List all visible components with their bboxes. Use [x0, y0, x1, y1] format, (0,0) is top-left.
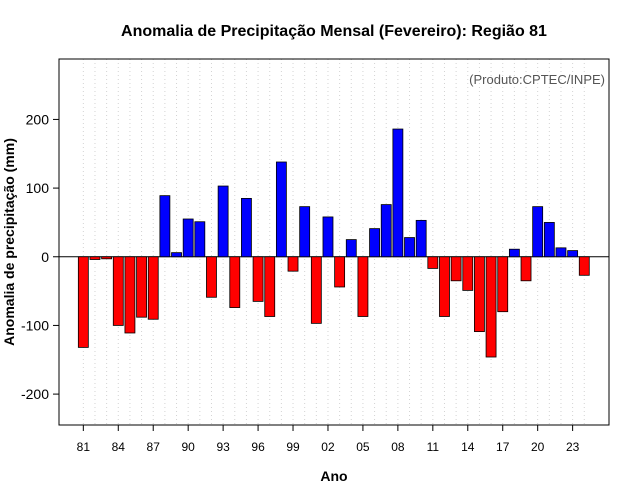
bar-1987 — [147, 256, 159, 320]
y-tick-label: -100 — [21, 317, 49, 333]
bar-1991 — [194, 221, 206, 258]
y-tick-label: 0 — [41, 249, 49, 265]
bar-1999 — [287, 256, 299, 272]
bar-2000 — [299, 206, 311, 258]
bar-1992 — [206, 256, 217, 298]
bar-2010 — [415, 219, 427, 258]
bar-series — [77, 128, 590, 358]
bar-2002 — [322, 216, 334, 258]
bar-2019 — [520, 256, 532, 282]
y-tick-label: 100 — [26, 180, 50, 196]
x-axis-label: Ano — [320, 468, 347, 484]
bar-2024 — [578, 256, 590, 276]
bar-2003 — [334, 256, 346, 288]
x-tick-label: 11 — [427, 440, 440, 454]
bar-2016 — [485, 256, 497, 358]
bar-2012 — [439, 256, 450, 317]
bar-2020 — [532, 206, 544, 258]
bar-1989 — [171, 252, 182, 258]
x-axis: 81 84 87 90 93 96 99 02 05 08 11 14 17 20 23 — [77, 425, 580, 454]
bar-2022 — [555, 247, 567, 258]
x-tick-label: 84 — [112, 440, 126, 454]
bar-1982 — [89, 256, 101, 260]
bar-2011 — [427, 256, 439, 269]
x-tick-label: 14 — [461, 440, 475, 454]
vertical-gridlines — [82, 59, 585, 425]
bar-2017 — [497, 256, 509, 313]
x-tick-label: 17 — [496, 440, 510, 454]
bar-2023 — [567, 250, 579, 258]
x-tick-label: 93 — [216, 440, 230, 454]
bar-1996 — [252, 256, 264, 302]
bar-2015 — [474, 256, 485, 333]
bar-1993 — [217, 185, 229, 258]
bar-1990 — [182, 218, 194, 258]
bar-1981 — [77, 256, 89, 348]
x-tick-label: 81 — [77, 440, 91, 454]
x-tick-label: 23 — [566, 440, 580, 454]
y-tick-label: -200 — [21, 386, 49, 402]
y-tick-label: 200 — [26, 111, 50, 127]
bar-1997 — [264, 256, 276, 317]
chart-title: Anomalia de Precipitação Mensal (Feverei… — [121, 23, 547, 40]
y-axis: -200 -100 0 100 200 — [21, 111, 59, 402]
bar-1986 — [136, 256, 147, 318]
x-tick-label: 08 — [391, 440, 405, 454]
bar-2007 — [380, 204, 392, 258]
bar-1988 — [159, 195, 171, 258]
bar-2008 — [392, 128, 404, 258]
bar-2001 — [310, 256, 322, 324]
bar-2006 — [369, 228, 380, 258]
bar-1984 — [112, 256, 124, 326]
bar-1985 — [124, 256, 136, 334]
bar-2009 — [404, 237, 415, 258]
bar-1998 — [275, 161, 287, 258]
x-tick-label: 02 — [321, 440, 335, 454]
bar-1983 — [101, 256, 113, 260]
y-axis-label: Anomalia de precipitação (mm) — [1, 138, 17, 346]
bar-2018 — [508, 248, 520, 258]
bar-1995 — [241, 197, 252, 258]
bar-2004 — [345, 239, 357, 258]
x-tick-label: 05 — [356, 440, 370, 454]
plot-frame — [58, 58, 610, 426]
x-tick-label: 90 — [181, 440, 195, 454]
x-tick-label: 99 — [286, 440, 300, 454]
x-tick-label: 96 — [251, 440, 265, 454]
bar-1994 — [229, 256, 241, 308]
bar-2013 — [450, 256, 462, 282]
x-tick-label: 87 — [147, 440, 161, 454]
bar-2021 — [543, 222, 555, 258]
credit-text: (Produto:CPTEC/INPE) — [469, 72, 605, 87]
bar-2005 — [357, 256, 369, 317]
x-tick-label: 20 — [531, 440, 545, 454]
bar-2014 — [462, 256, 474, 291]
